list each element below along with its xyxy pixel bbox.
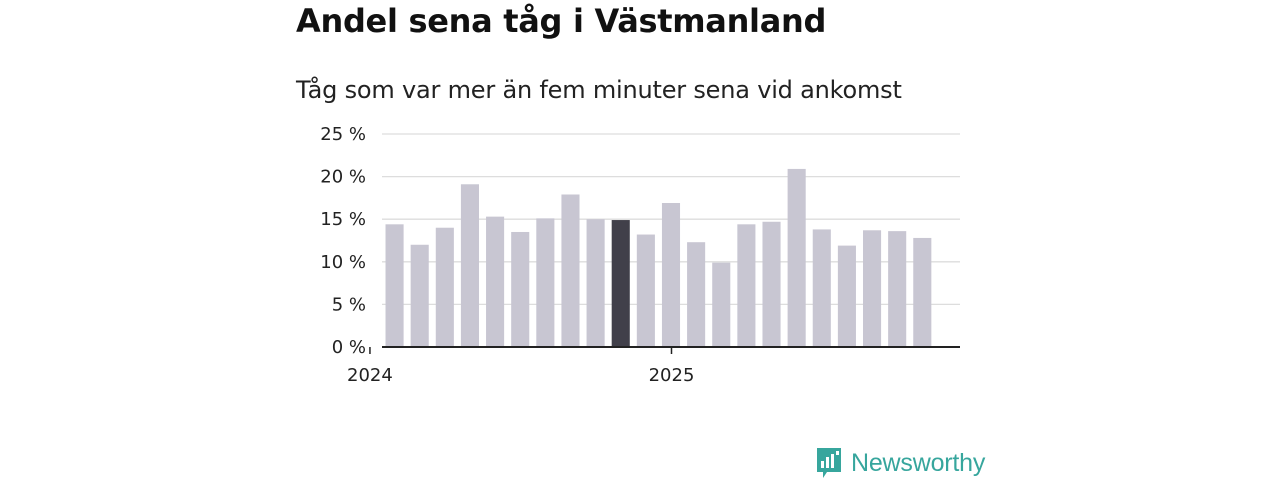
y-tick-label: 10 %	[320, 252, 366, 273]
bar-2024-01	[385, 224, 404, 347]
newsworthy-logo-text: Newsworthy	[851, 448, 986, 477]
bar-2025-03	[737, 224, 756, 347]
y-tick-label: 5 %	[332, 294, 366, 315]
bar-2025-06	[812, 229, 831, 347]
y-tick-label: 15 %	[320, 209, 366, 230]
bar-2024-10	[611, 220, 630, 347]
bar-2024-04	[460, 184, 479, 347]
newsworthy-logo-icon	[817, 448, 841, 478]
bar-chart: 0 % 5 % 10 % 15 % 20 % 25 % 2024 2025	[320, 124, 960, 386]
bar-2025-07	[837, 245, 856, 347]
bar-2024-08	[561, 194, 580, 347]
bar-2025-02	[712, 262, 731, 347]
bar-2024-09	[586, 219, 605, 347]
bar-2025-05	[787, 168, 806, 347]
chart-subtitle: Tåg som var mer än fem minuter sena vid …	[296, 76, 902, 104]
y-tick-label: 20 %	[320, 167, 366, 188]
bar-2025-01	[687, 242, 706, 347]
x-tick-label: 2024	[347, 365, 393, 386]
bar-2024-03	[435, 227, 454, 347]
chart-title: Andel sena tåg i Västmanland	[296, 2, 827, 40]
bar-2024-02	[410, 244, 429, 347]
bar-2024-05	[486, 216, 505, 347]
bar-2024-06	[511, 231, 530, 347]
bar-2024-11	[636, 234, 655, 347]
bar-2025-09	[888, 231, 907, 347]
bar-2025-08	[863, 230, 882, 347]
bar-2025-04	[762, 221, 781, 347]
newsworthy-logo: Newsworthy	[815, 446, 985, 480]
bar-2024-12	[661, 203, 681, 347]
x-tick-label: 2025	[649, 365, 695, 386]
bar-2025-10	[913, 237, 932, 347]
y-tick-label: 0 %	[332, 337, 366, 358]
y-tick-label: 25 %	[320, 124, 366, 145]
bar-2024-07	[536, 218, 555, 347]
